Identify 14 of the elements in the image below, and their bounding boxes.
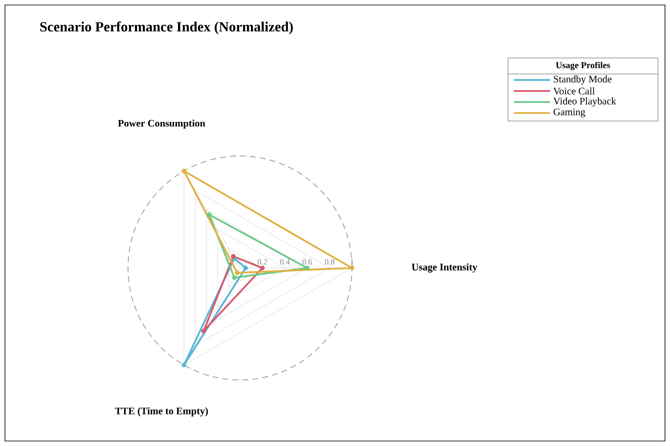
y-tick-label: 0.6: [302, 259, 312, 265]
spoke-label: TTE (Time to Empty): [115, 407, 208, 416]
legend-label: Standby Mode: [554, 75, 612, 85]
spoke-label: Power Consumption: [118, 120, 206, 129]
legend-label: Video Playback: [553, 97, 616, 107]
spoke-label: Usage Intensity: [412, 263, 478, 273]
legend-label: Voice Call: [553, 87, 595, 95]
legend-label: Gaming: [554, 108, 586, 118]
y-tick-label: 1: [350, 259, 354, 265]
legend-title: Usage Profiles: [556, 62, 610, 70]
y-tick-label: 0.2: [258, 259, 267, 265]
y-tick-label: 0.4: [280, 259, 290, 265]
y-tick-label: 0.8: [324, 259, 334, 265]
chart-title: Scenario Performance Index (Normalized): [40, 22, 293, 34]
